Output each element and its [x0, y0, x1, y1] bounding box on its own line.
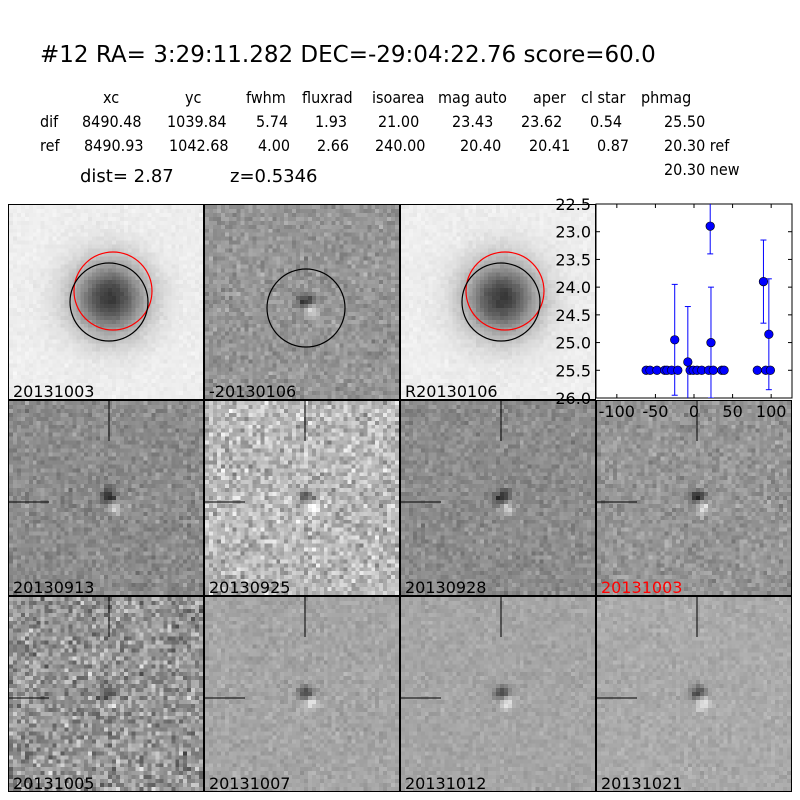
- stamp-panel: 20131021: [596, 596, 792, 792]
- table-cell: 20.30 ref: [664, 136, 730, 155]
- phmag-new: 20.30 new: [664, 160, 740, 179]
- table-cell: 1042.68: [169, 136, 229, 155]
- column-header: cl star: [581, 88, 626, 107]
- stamp-image: [401, 205, 595, 399]
- lightcurve-chart: 22.5 23.0 23.5 24.0 24.5 25.0 25.5 26.0 -100 -50 0…: [555, 195, 793, 421]
- stamp-image: [205, 597, 399, 791]
- y-tick-label: 26.0: [555, 389, 591, 408]
- y-tick-label: 22.5: [555, 195, 591, 214]
- data-point: [652, 365, 662, 375]
- stamp-date-label: 20130928: [405, 578, 487, 596]
- ref-aperture-circle: [266, 268, 346, 348]
- stamp-panel: R20130106: [400, 204, 596, 400]
- stamp-date-label: 20131012: [405, 774, 487, 792]
- column-header: aper: [533, 88, 566, 107]
- data-point: [673, 365, 683, 375]
- stamp-image: [597, 597, 791, 791]
- table-cell: 5.74: [256, 112, 289, 131]
- table-cell: 20.41: [529, 136, 571, 155]
- stamp-panel: 20131007: [204, 596, 400, 792]
- data-point: [765, 365, 775, 375]
- table-cell: 1039.84: [167, 112, 227, 131]
- row-label: ref: [40, 136, 60, 155]
- y-tick-label: 25.5: [555, 361, 591, 380]
- table-cell: 4.00: [258, 136, 291, 155]
- ref-aperture-circle: [461, 262, 541, 342]
- table-cell: 8490.93: [84, 136, 144, 155]
- column-header: fwhm: [246, 88, 286, 107]
- stamp-image: [401, 401, 595, 595]
- stamp-panel: 20131003: [8, 204, 204, 400]
- stamp-image: [9, 597, 203, 791]
- table-cell: 21.00: [378, 112, 420, 131]
- plot-area: [595, 203, 793, 399]
- x-tick-label: 50: [722, 402, 742, 421]
- table-cell: 0.87: [597, 136, 630, 155]
- table-cell: 23.62: [521, 112, 563, 131]
- stamp-date-label: 20130913: [13, 578, 95, 596]
- data-point: [719, 365, 729, 375]
- stamp-panel: 20130925: [204, 400, 400, 596]
- data-point: [764, 329, 774, 339]
- stamp-date-label: 20131003: [13, 382, 95, 400]
- stamp-date-label: 20131021: [601, 774, 683, 792]
- x-tick-label: -100: [599, 402, 635, 421]
- stamp-image: [205, 205, 399, 399]
- data-point: [752, 365, 762, 375]
- y-tick-label: 24.0: [555, 278, 591, 297]
- stamp-image: [597, 401, 791, 595]
- table-cell: 1.93: [315, 112, 348, 131]
- data-point: [670, 335, 680, 345]
- y-tick-label: 24.5: [555, 306, 591, 325]
- new-aperture-circle: [73, 251, 153, 331]
- x-tick-label: 0: [689, 402, 699, 421]
- stamp-date-label: 20131007: [209, 774, 291, 792]
- column-header: phmag: [641, 88, 692, 107]
- column-header: xc: [103, 88, 120, 107]
- column-header: isoarea: [372, 88, 425, 107]
- stamp-image: [401, 597, 595, 791]
- stamp-image: [9, 401, 203, 595]
- x-tick-label: -50: [642, 402, 668, 421]
- stamp-panel: 20131012: [400, 596, 596, 792]
- data-point: [758, 276, 769, 287]
- table-cell: 23.43: [452, 112, 494, 131]
- stamp-panel: -20130106: [204, 204, 400, 400]
- data-point: [683, 357, 693, 367]
- ref-aperture-circle: [69, 262, 149, 342]
- data-point: [708, 365, 718, 375]
- table-cell: 2.66: [317, 136, 350, 155]
- candidate-title: #12 RA= 3:29:11.282 DEC=-29:04:22.76 sco…: [40, 42, 656, 68]
- table-cell: 8490.48: [82, 112, 142, 131]
- column-header: mag auto: [438, 88, 507, 107]
- x-tick-label: 100: [756, 402, 787, 421]
- y-tick-label: 23.5: [555, 250, 591, 269]
- stamp-date-label: 20131005: [13, 774, 95, 792]
- stamp-date-label: -20130106: [209, 382, 297, 400]
- stamp-image: [9, 205, 203, 399]
- data-point: [706, 337, 716, 348]
- table-cell: 240.00: [375, 136, 426, 155]
- table-cell: 0.54: [590, 112, 623, 131]
- dist-value: dist= 2.87: [80, 166, 174, 187]
- y-tick-label: 25.0: [555, 334, 591, 353]
- stamp-date-label: 20130925: [209, 578, 291, 596]
- column-header: fluxrad: [302, 88, 353, 107]
- stamp-panel: 20130928: [400, 400, 596, 596]
- stamp-panel: 20131005: [8, 596, 204, 792]
- y-tick-label: 23.0: [555, 223, 591, 242]
- data-point: [705, 221, 715, 231]
- stamp-date-label: 20131003: [601, 578, 683, 596]
- stamp-date-label: R20130106: [405, 382, 498, 400]
- table-cell: 25.50: [664, 112, 706, 131]
- new-aperture-circle: [465, 251, 545, 331]
- stamp-panel: 20131003: [596, 400, 792, 596]
- table-cell: 20.40: [460, 136, 502, 155]
- row-label: dif: [40, 112, 59, 131]
- column-header: yc: [185, 88, 202, 107]
- stamp-image: [205, 401, 399, 595]
- stamp-panel: 20130913: [8, 400, 204, 596]
- z-value: z=0.5346: [230, 166, 318, 187]
